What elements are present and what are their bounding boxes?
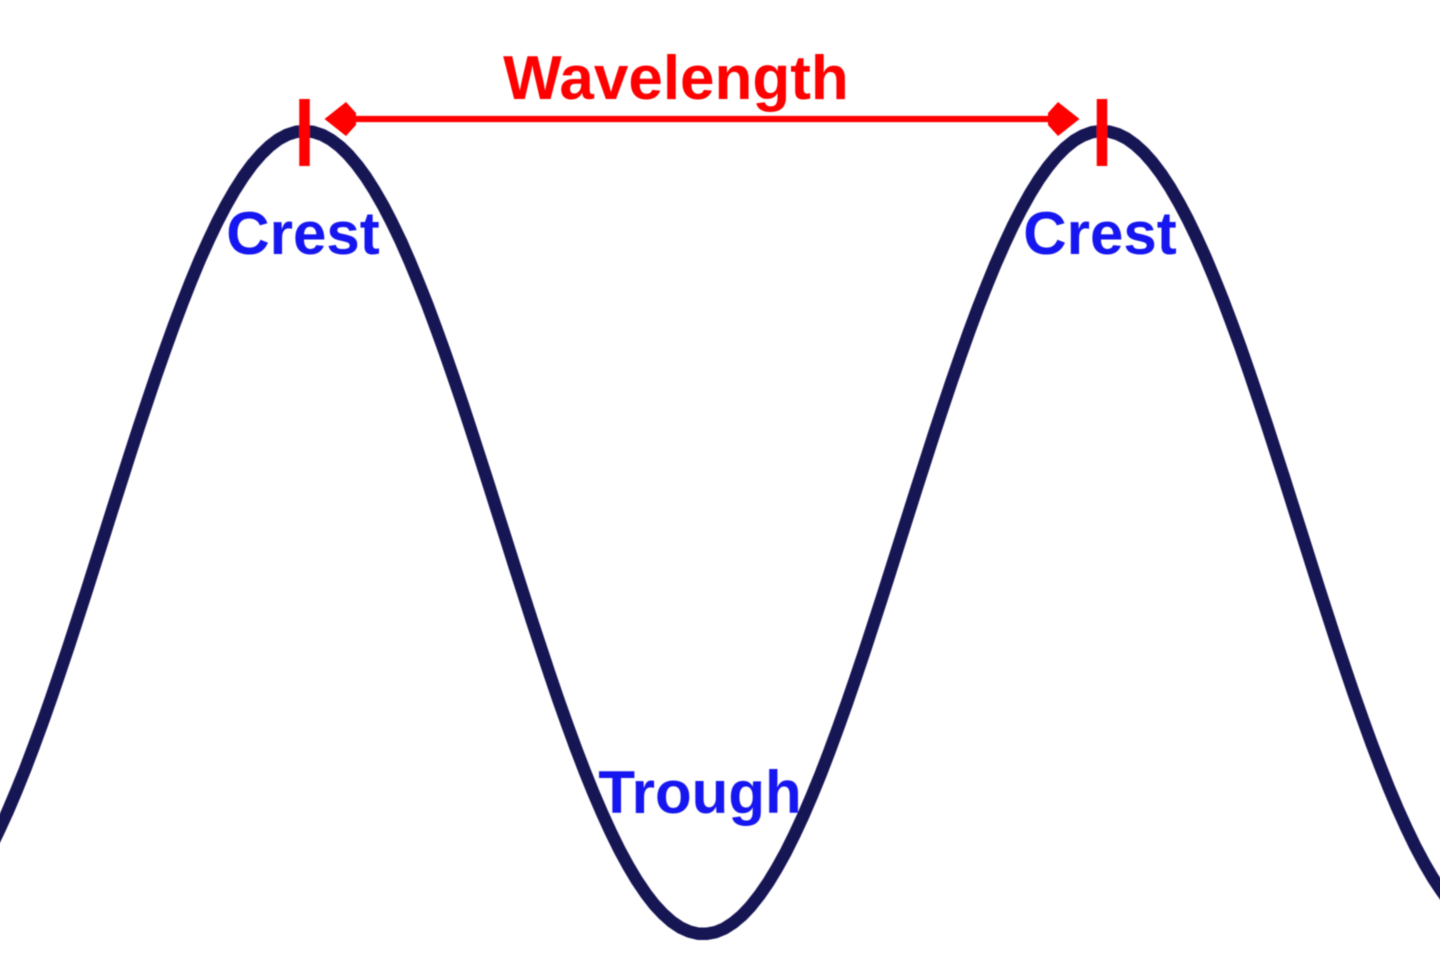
svg-text:Crest: Crest [1023, 200, 1176, 267]
svg-text:Wavelength: Wavelength [503, 44, 849, 113]
svg-text:Trough: Trough [598, 759, 801, 826]
svg-text:Crest: Crest [226, 200, 379, 267]
